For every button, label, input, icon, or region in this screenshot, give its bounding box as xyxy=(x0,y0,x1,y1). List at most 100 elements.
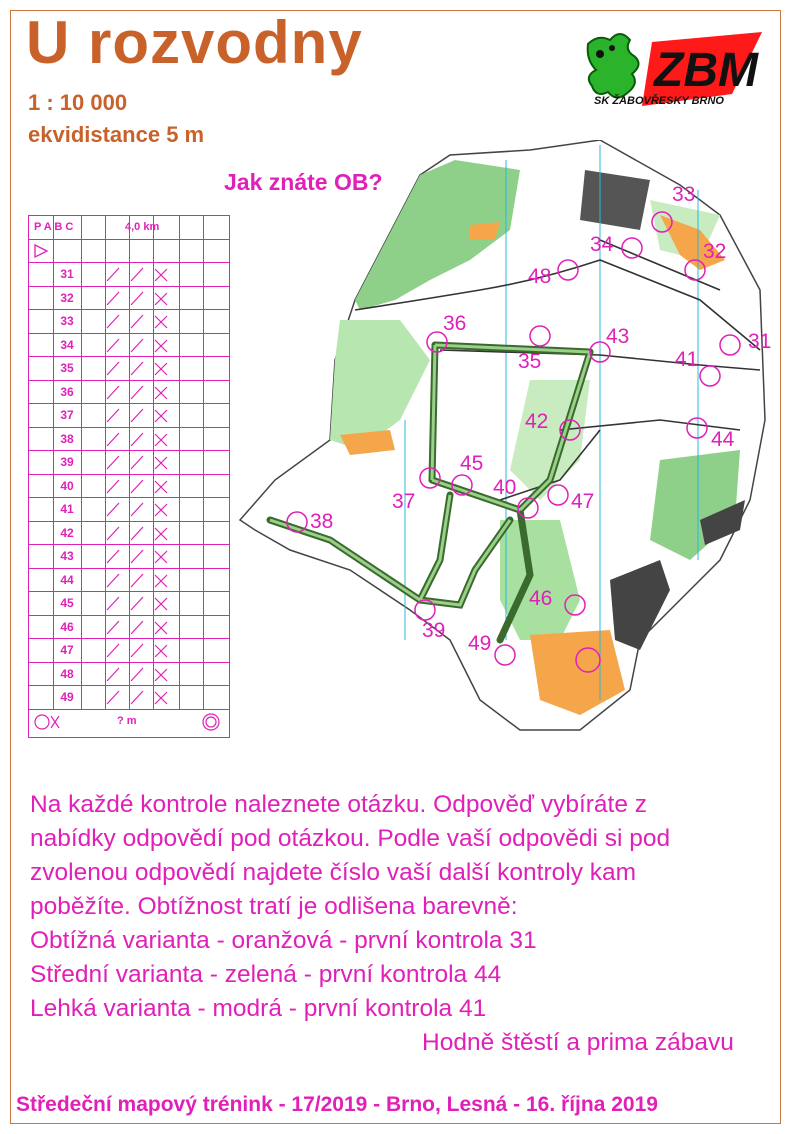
cd-symbols-icon xyxy=(106,526,168,540)
cd-grid-line xyxy=(203,216,204,710)
cd-control-number: 42 xyxy=(60,525,74,540)
cd-control-number: 43 xyxy=(60,549,74,563)
cd-symbols-icon xyxy=(106,314,168,329)
control-number-label: 31 xyxy=(748,330,772,353)
building-block-southeast xyxy=(610,560,670,650)
control-number-label: 37 xyxy=(392,490,416,513)
cd-control-number: 39 xyxy=(60,455,74,469)
cd-symbols-icon xyxy=(106,408,168,423)
instruction-line: poběžíte. Obtížnost tratí je odlišena ba… xyxy=(30,893,518,920)
cd-control-number: 33 xyxy=(60,314,74,328)
cd-symbols-icon xyxy=(106,361,168,376)
control-number-label: 40 xyxy=(493,476,517,499)
cd-control-number: 32 xyxy=(60,290,74,305)
cd-finish-row: ? m xyxy=(29,710,229,734)
cd-control-number: 34 xyxy=(60,337,74,352)
control-number-label: 34 xyxy=(590,233,614,256)
cd-control-number: 44 xyxy=(60,572,74,587)
cd-control-number: 47 xyxy=(60,643,74,657)
cd-symbols-icon xyxy=(106,291,168,305)
control-number-label: 41 xyxy=(675,348,699,371)
control-number-label: 36 xyxy=(443,312,467,335)
vegetation-north xyxy=(355,160,520,310)
event-footer: Středeční mapový trénink - 17/2019 - Brn… xyxy=(16,1093,658,1116)
cd-symbols-icon xyxy=(106,385,168,399)
variant-medium: Střední varianta - zelená - první kontro… xyxy=(30,961,502,988)
cd-control-number: 37 xyxy=(60,408,74,422)
cd-grid-line xyxy=(105,216,106,710)
open-land-northeast xyxy=(660,215,725,270)
cd-control-number: 45 xyxy=(60,596,74,610)
control-number-label: 44 xyxy=(711,428,735,451)
cd-grid-line xyxy=(179,216,180,710)
control-number-label: 48 xyxy=(528,265,552,288)
cd-control-number: 36 xyxy=(60,384,74,399)
cd-symbols-icon xyxy=(106,643,168,658)
map-scale: 1 : 10 000 xyxy=(28,90,128,115)
cd-symbols-icon xyxy=(106,573,168,587)
start-triangle-icon xyxy=(34,243,49,258)
cd-control-number: 35 xyxy=(60,361,74,375)
vegetation-south xyxy=(500,520,580,640)
map-title: U rozvodny xyxy=(26,9,363,76)
cd-symbols-icon xyxy=(106,596,168,611)
cd-grid-line xyxy=(153,216,154,710)
instruction-line: Na každé kontrole naleznete otázku. Odpo… xyxy=(30,791,648,818)
control-number-label: 42 xyxy=(525,410,549,433)
cd-control-number: 41 xyxy=(60,502,74,516)
variant-hard: Obtížná varianta - oranžová - první kont… xyxy=(30,927,537,954)
cd-symbols-icon xyxy=(106,432,168,446)
cd-symbols-icon xyxy=(106,620,168,634)
vegetation-west xyxy=(330,320,430,450)
control-number-label: 49 xyxy=(468,632,492,655)
cd-symbols-icon xyxy=(106,549,168,564)
finish-start-icon xyxy=(34,713,60,730)
cd-control-number: 40 xyxy=(60,478,74,493)
quiz-question: Jak znáte OB? xyxy=(224,169,383,195)
club-name: SK ŽABOVŘESKY BRNO xyxy=(594,95,724,107)
cd-symbols-icon xyxy=(106,667,168,681)
cd-control-number: 46 xyxy=(60,619,74,634)
cd-length: 4,0 km xyxy=(125,221,160,233)
club-logo: ZBM xyxy=(586,32,762,106)
logo-text: ZBM xyxy=(652,44,759,97)
cd-grid-line xyxy=(81,216,82,710)
cd-symbols-icon xyxy=(106,502,168,517)
building-block-east xyxy=(700,500,745,545)
cd-symbols-icon xyxy=(106,455,168,470)
cd-control-number: 31 xyxy=(60,267,74,281)
control-number-label: 43 xyxy=(606,325,630,348)
control-description-table: P A B C 4,0 km 31 32 33 34 35 36 37 38 39 40 41 42 43 4… xyxy=(28,215,230,738)
orienteering-map xyxy=(238,140,766,731)
cd-control-number: 49 xyxy=(60,690,74,704)
cd-grid-line xyxy=(53,216,54,710)
closing-wish: Hodně štěstí a prima zábavu xyxy=(422,1029,734,1056)
cd-symbols-icon xyxy=(106,338,168,352)
cd-symbols-icon xyxy=(106,267,168,282)
control-number-label: 39 xyxy=(422,619,446,642)
control-number-label: 45 xyxy=(460,452,484,475)
sheet-frame xyxy=(10,10,781,1124)
variant-easy: Lehká varianta - modrá - první kontrola … xyxy=(30,995,487,1022)
cd-control-number: 48 xyxy=(60,666,74,681)
cd-finish-distance: ? m xyxy=(117,714,137,727)
cd-symbols-icon xyxy=(106,479,168,493)
finish-circle-icon xyxy=(202,712,220,731)
control-number-label: 47 xyxy=(571,490,595,513)
control-number-label: 46 xyxy=(529,587,553,610)
open-land-south xyxy=(530,630,625,715)
control-number-label: 35 xyxy=(518,350,542,373)
open-land-north xyxy=(470,222,500,240)
contour-interval: ekvidistance 5 m xyxy=(28,122,205,147)
control-number-label: 32 xyxy=(703,240,727,263)
control-number-label: 33 xyxy=(672,183,696,206)
control-number-label: 38 xyxy=(310,510,334,533)
instruction-line: nabídky odpovědí pod otázkou. Podle vaší… xyxy=(30,825,671,852)
building-block-north xyxy=(580,170,650,230)
cd-grid-line xyxy=(129,216,130,710)
instruction-line: zvolenou odpovědí najdete číslo vaší dal… xyxy=(30,859,637,886)
cd-symbols-icon xyxy=(106,690,168,705)
open-land-west xyxy=(340,430,395,455)
cd-control-number: 38 xyxy=(60,431,74,446)
